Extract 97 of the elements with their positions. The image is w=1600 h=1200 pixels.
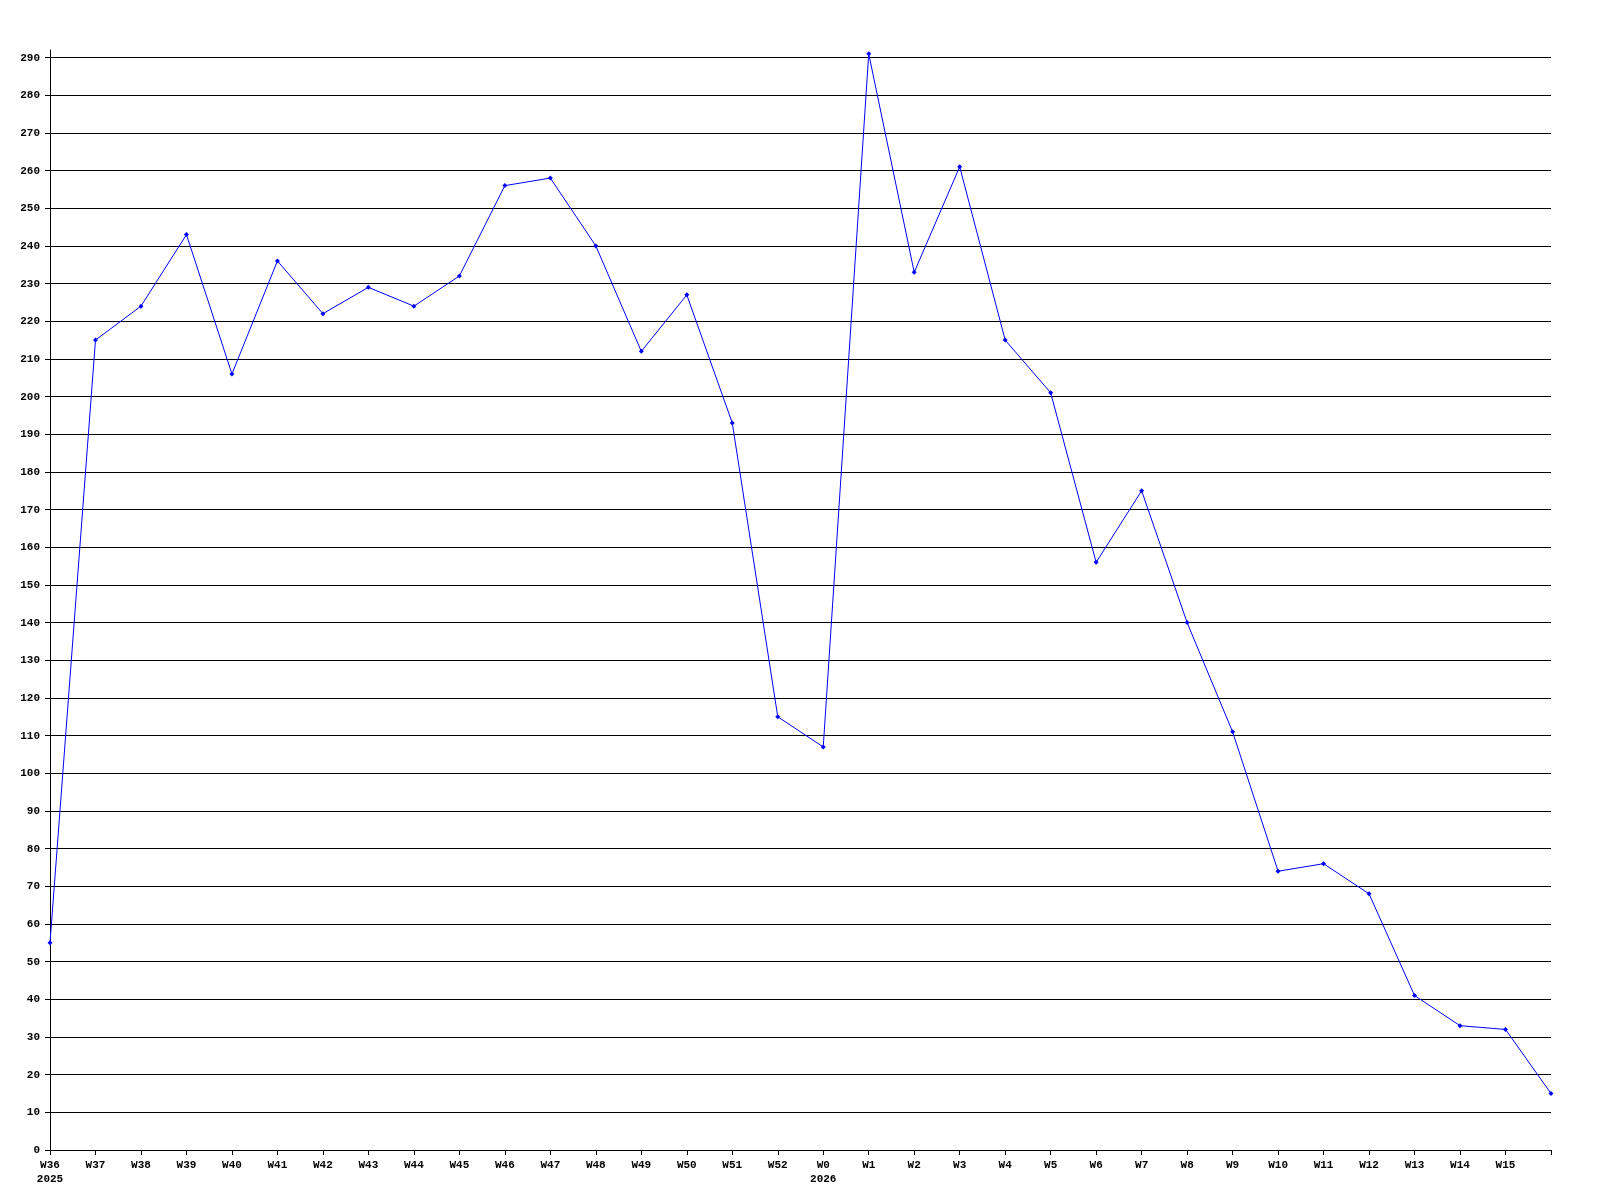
- y-tick-label: 70: [26, 880, 40, 893]
- x-tick-label: W9: [1226, 1159, 1240, 1171]
- x-tick-label: W38: [131, 1159, 152, 1171]
- point: [729, 420, 735, 426]
- x-tick-label: W36 2025: [36, 1159, 64, 1185]
- y-tick-label: 200: [20, 390, 40, 403]
- y-tick-label: 110: [20, 729, 40, 742]
- y-tick-label: 260: [20, 164, 40, 177]
- x-tick-label: W8: [1180, 1159, 1195, 1171]
- x-tick-label: W39: [176, 1159, 197, 1171]
- y-tick-label: 210: [20, 352, 40, 365]
- y-tick-label: 290: [20, 51, 40, 64]
- point: [593, 243, 599, 249]
- point: [1139, 488, 1145, 494]
- x-tick-label: W11: [1313, 1159, 1334, 1171]
- x-tick-label: W4: [998, 1159, 1013, 1171]
- y-tick-label: 100: [20, 767, 40, 780]
- y-tick-label: 80: [26, 842, 40, 855]
- x-tick-label: W49: [631, 1159, 652, 1171]
- x-tick-label: W6: [1089, 1159, 1103, 1171]
- point: [638, 348, 644, 354]
- y-tick-label: 140: [20, 616, 40, 629]
- x-tick-label: W50: [676, 1159, 697, 1171]
- x-tick-label: W13: [1404, 1159, 1425, 1171]
- y-tick-label: 250: [20, 202, 40, 215]
- point: [502, 183, 508, 189]
- y-tick-label: 240: [20, 239, 40, 252]
- x-tick-label: W40: [222, 1159, 242, 1171]
- point: [820, 744, 826, 750]
- point: [183, 232, 189, 238]
- y-tick-label: 150: [20, 578, 40, 591]
- point: [1412, 993, 1418, 999]
- x-tick-label: W42: [313, 1159, 333, 1171]
- x-tick-label: W45: [449, 1159, 470, 1171]
- point: [1002, 337, 1008, 343]
- point: [1548, 1090, 1554, 1096]
- point: [411, 303, 417, 309]
- x-tick-label: W5: [1044, 1159, 1058, 1171]
- y-tick-label: 180: [20, 465, 40, 478]
- point: [274, 258, 280, 264]
- point: [1321, 861, 1327, 867]
- y-tick-label: 90: [26, 804, 40, 817]
- y-tick-label: 170: [20, 503, 40, 516]
- x-tick-label: W7: [1135, 1159, 1149, 1171]
- x-tick-label: W12: [1359, 1159, 1379, 1171]
- x-tick-label: W47: [540, 1159, 561, 1171]
- x-tick-label: W48: [585, 1159, 607, 1171]
- point: [1230, 729, 1236, 735]
- point: [1184, 620, 1190, 626]
- x-tick-label: W46: [494, 1159, 515, 1171]
- x-tick-label: W43: [358, 1159, 379, 1171]
- y-tick-label: 190: [20, 428, 40, 441]
- x-tick-label: W15: [1495, 1159, 1516, 1171]
- y-tick-label: 60: [26, 917, 40, 930]
- point: [320, 311, 326, 317]
- point: [684, 292, 690, 298]
- x-tick-label: W10: [1268, 1159, 1288, 1171]
- y-tick-label: 160: [20, 541, 40, 554]
- point: [456, 273, 462, 279]
- y-tick-label: 40: [26, 993, 40, 1006]
- point: [47, 940, 53, 946]
- point: [1503, 1026, 1509, 1032]
- x-tick-label: W37: [85, 1159, 106, 1171]
- point: [957, 164, 963, 170]
- point: [1093, 559, 1099, 565]
- y-tick-label: 50: [26, 955, 40, 968]
- point: [365, 284, 371, 290]
- x-tick-label: W1: [862, 1159, 876, 1171]
- y-tick-label: 120: [20, 691, 40, 704]
- y-tick-label: 220: [20, 315, 40, 328]
- point: [547, 175, 553, 181]
- point: [1275, 868, 1281, 874]
- x-tick-label: W2: [907, 1159, 921, 1171]
- y-tick-label: 280: [20, 89, 40, 102]
- point: [775, 714, 781, 720]
- point: [92, 337, 98, 343]
- x-tick-label: W52: [767, 1159, 788, 1171]
- y-tick-label: 130: [20, 654, 40, 667]
- x-tick-label: W3: [953, 1159, 967, 1171]
- x-tick-label: W14: [1450, 1159, 1471, 1171]
- point: [866, 51, 872, 57]
- point: [1366, 891, 1372, 897]
- x-tick-label: W51: [722, 1159, 743, 1171]
- y-tick-label: 10: [26, 1106, 40, 1119]
- point: [1457, 1023, 1463, 1029]
- point: [1048, 390, 1054, 396]
- point: [229, 371, 235, 377]
- y-tick-label: 230: [20, 277, 40, 290]
- x-tick-label: W44: [403, 1159, 425, 1171]
- y-tick-label: 30: [26, 1030, 40, 1043]
- x-tick-label: W41: [267, 1159, 288, 1171]
- y-tick-label: 0: [33, 1144, 40, 1156]
- x-tick-label: W0 2026: [810, 1159, 837, 1185]
- point: [911, 269, 917, 275]
- y-tick-label: 270: [20, 126, 40, 139]
- y-tick-label: 20: [26, 1068, 40, 1081]
- point: [138, 303, 144, 309]
